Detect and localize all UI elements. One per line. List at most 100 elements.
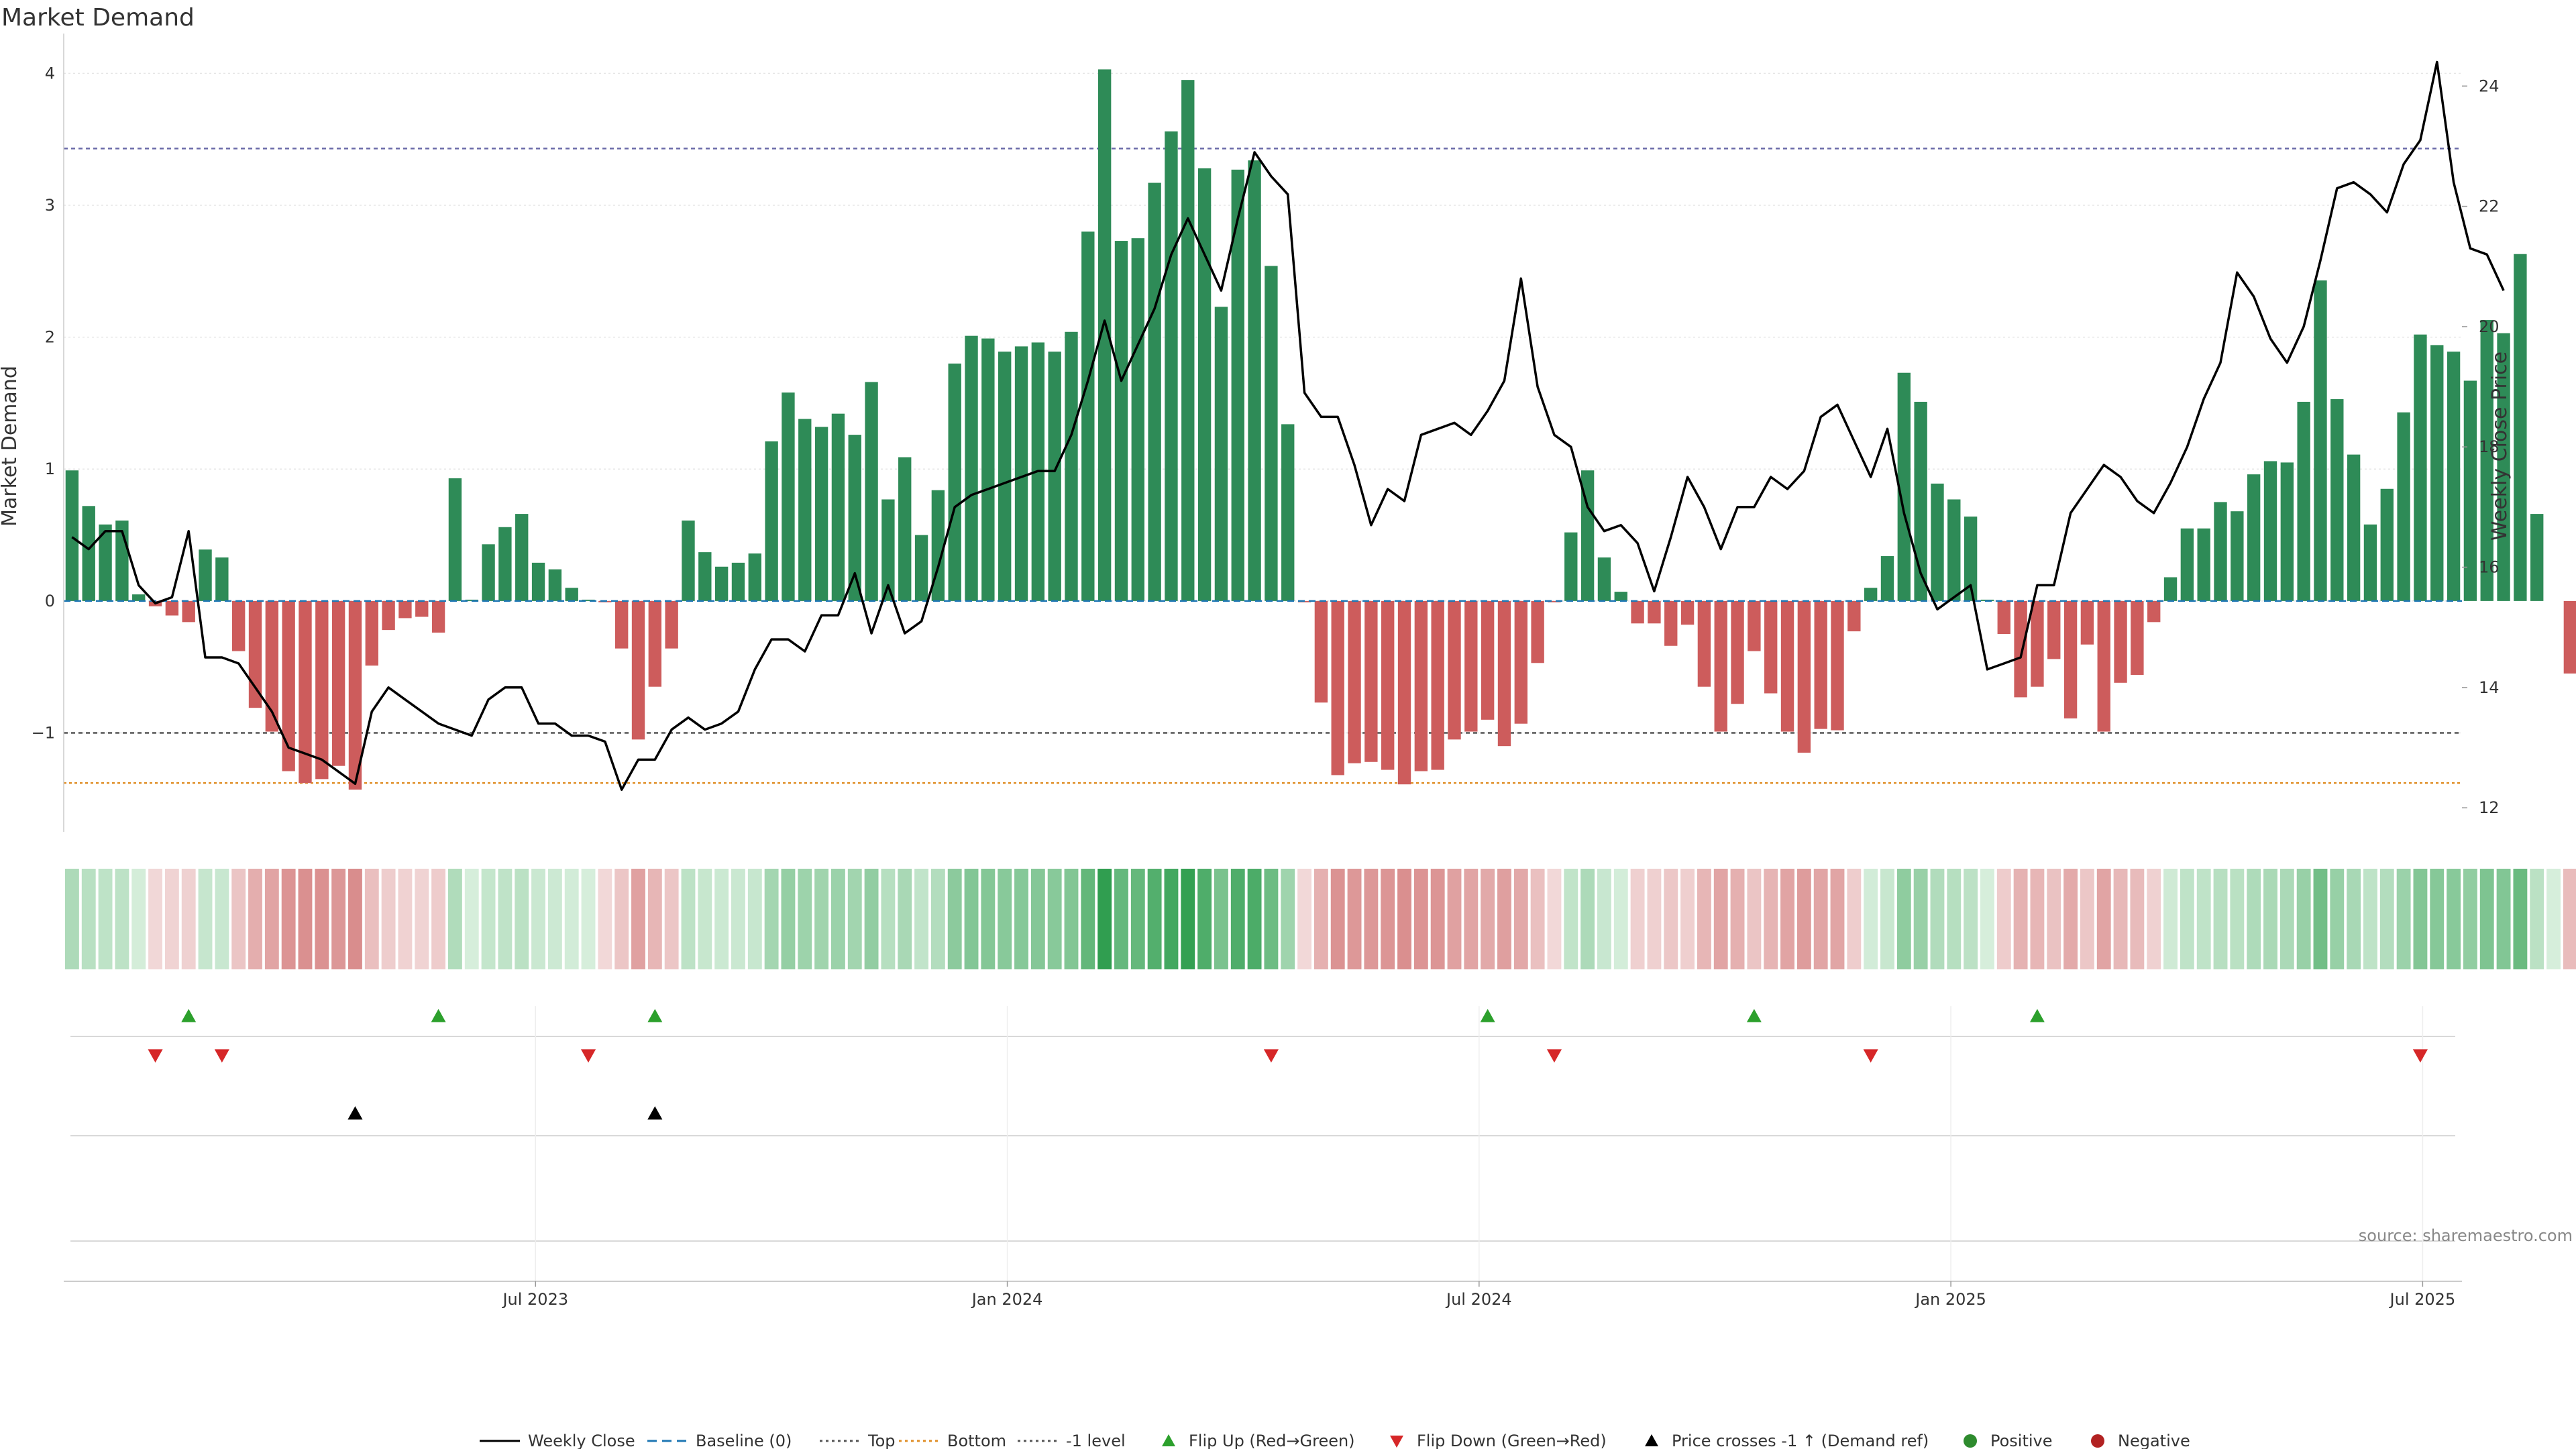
demand-bar-negative bbox=[1448, 600, 1461, 740]
heat-cell bbox=[1147, 869, 1162, 969]
source-note: source: sharemaestro.com bbox=[2359, 1226, 2573, 1245]
demand-bar-positive bbox=[765, 441, 778, 601]
legend-item: Top bbox=[820, 1432, 896, 1449]
legend-item: Flip Down (Green→Red) bbox=[1390, 1432, 1607, 1449]
heat-cell bbox=[614, 869, 629, 969]
heat-cell bbox=[1464, 869, 1479, 969]
demand-bar-negative bbox=[1381, 600, 1395, 770]
heat-cell bbox=[2463, 869, 2477, 969]
y2-tick-label: 12 bbox=[2479, 798, 2500, 817]
heat-cell bbox=[2330, 869, 2345, 969]
heat-cell bbox=[1913, 869, 1928, 969]
demand-bar-negative bbox=[2014, 600, 2027, 698]
legend-swatch bbox=[1390, 1436, 1403, 1448]
heat-cell bbox=[1330, 869, 1345, 969]
heat-cell bbox=[581, 869, 596, 969]
flip-down-marker bbox=[148, 1049, 163, 1063]
y2-tick-label: 22 bbox=[2479, 197, 2500, 216]
heat-cell bbox=[415, 869, 429, 969]
demand-bar-positive bbox=[82, 506, 95, 601]
heat-cell bbox=[1930, 869, 1945, 969]
legend-label: Baseline (0) bbox=[696, 1432, 792, 1449]
demand-bar-negative bbox=[1748, 600, 1761, 651]
heat-cell bbox=[681, 869, 696, 969]
demand-bar-negative bbox=[1331, 600, 1344, 775]
heat-cell bbox=[2546, 869, 2561, 969]
demand-bar-positive bbox=[1114, 241, 1128, 601]
heat-cell bbox=[1247, 869, 1262, 969]
y-tick-label: 3 bbox=[45, 196, 55, 215]
demand-bar-positive bbox=[1265, 266, 1278, 601]
heat-cell bbox=[1430, 869, 1445, 969]
x-tick-label: Jul 2025 bbox=[2389, 1290, 2456, 1309]
flip-down-marker bbox=[1863, 1049, 1878, 1063]
demand-bar-positive bbox=[1897, 372, 1911, 601]
demand-bar-positive bbox=[2463, 380, 2477, 601]
demand-bar-positive bbox=[682, 520, 695, 601]
demand-bar-positive bbox=[1864, 588, 1878, 601]
demand-bar-negative bbox=[365, 600, 378, 666]
heat-cell bbox=[714, 869, 729, 969]
x-axis: Jul 2023 Jan 2024 Jul 2024 Jan 2025 Jul 2025 bbox=[64, 1281, 2462, 1309]
legend-item: -1 level bbox=[1018, 1432, 1126, 1449]
heat-cell bbox=[1680, 869, 1695, 969]
heat-cell bbox=[398, 869, 413, 969]
demand-bar-positive bbox=[1231, 169, 1244, 601]
heat-cell bbox=[64, 869, 79, 969]
legend-swatch bbox=[1645, 1434, 1658, 1446]
heat-cell bbox=[131, 869, 146, 969]
demand-bar-positive bbox=[731, 562, 745, 601]
legend-label: Top bbox=[867, 1432, 896, 1449]
demand-bar-positive bbox=[482, 544, 495, 601]
heat-cell bbox=[264, 869, 279, 969]
legend-item: Weekly Close bbox=[480, 1432, 635, 1449]
demand-bar-negative bbox=[1697, 600, 1711, 687]
heat-cell bbox=[315, 869, 329, 969]
heat-cell bbox=[2530, 869, 2544, 969]
heat-cell bbox=[881, 869, 896, 969]
demand-bar-positive bbox=[515, 514, 529, 601]
legend-label: Price crosses -1 ↑ (Demand ref) bbox=[1672, 1432, 1929, 1449]
heat-cell bbox=[1564, 869, 1578, 969]
demand-bar-negative bbox=[1348, 600, 1361, 763]
weekly-close-line bbox=[71, 60, 2505, 791]
heat-cell bbox=[2313, 869, 2328, 969]
heat-cell bbox=[2247, 869, 2261, 969]
flip-down-marker bbox=[2412, 1049, 2428, 1063]
demand-bar-negative bbox=[2563, 600, 2576, 674]
heat-cell bbox=[2279, 869, 2294, 969]
heat-cell bbox=[1880, 869, 1894, 969]
demand-bar-negative bbox=[2131, 600, 2144, 675]
legend-swatch bbox=[1964, 1434, 1977, 1448]
demand-bar-positive bbox=[2514, 254, 2527, 601]
y-tick-label: 2 bbox=[45, 328, 55, 347]
y-tick-label: −1 bbox=[32, 724, 55, 743]
y2-tick-label: 14 bbox=[2479, 678, 2500, 697]
heat-cell bbox=[1613, 869, 1628, 969]
legend-label: Bottom bbox=[947, 1432, 1006, 1449]
demand-bar-negative bbox=[1664, 600, 1678, 646]
heat-cell bbox=[2096, 869, 2111, 969]
heat-cell bbox=[1030, 869, 1045, 969]
heat-cell bbox=[1297, 869, 1311, 969]
demand-bar-positive bbox=[1281, 424, 1295, 601]
flip-up-marker bbox=[1480, 1009, 1495, 1022]
demand-bar-negative bbox=[1731, 600, 1744, 704]
heat-cell bbox=[231, 869, 246, 969]
heat-cell bbox=[331, 869, 346, 969]
heat-cell bbox=[498, 869, 513, 969]
heat-cell bbox=[1747, 869, 1762, 969]
demand-bar-positive bbox=[848, 435, 861, 601]
demand-bar-positive bbox=[2447, 352, 2461, 601]
demand-bar-positive bbox=[782, 392, 795, 601]
heat-cell bbox=[2496, 869, 2511, 969]
heat-cell bbox=[1281, 869, 1295, 969]
demand-bar-positive bbox=[2180, 528, 2194, 601]
demand-bar-negative bbox=[248, 600, 262, 708]
demand-bar-negative bbox=[2097, 600, 2110, 732]
signal-markers bbox=[70, 1006, 2455, 1281]
demand-bar-positive bbox=[1014, 346, 1028, 601]
demand-bar-positive bbox=[199, 549, 212, 601]
heat-cell bbox=[215, 869, 229, 969]
